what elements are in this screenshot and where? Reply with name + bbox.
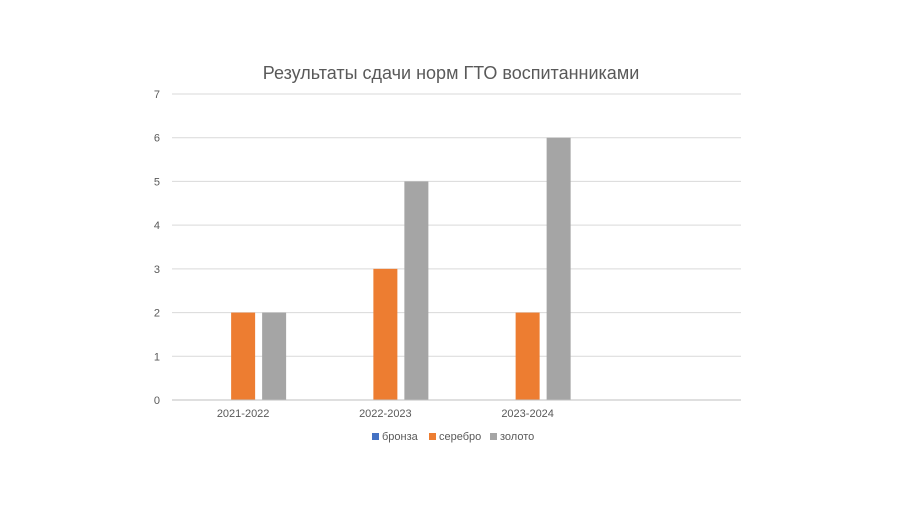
- y-axis-ticks: 0 1 2 3 4 5 6 7: [154, 89, 160, 407]
- legend-item-серебро: серебро: [429, 431, 481, 443]
- chart-title: Результаты сдачи норм ГТО воспитанниками: [263, 63, 640, 83]
- legend-label: бронза: [382, 431, 419, 443]
- legend: бронза серебро золото: [372, 431, 534, 443]
- x-axis-ticks: 2021-2022 2022-2023 2023-2024: [217, 408, 554, 420]
- y-tick-label: 4: [154, 220, 160, 232]
- y-tick-label: 0: [154, 395, 160, 407]
- x-tick-label: 2023-2024: [501, 408, 554, 420]
- y-tick-label: 6: [154, 133, 160, 145]
- bar-серебро-2022-2023: [373, 268, 398, 400]
- legend-swatch: [490, 433, 497, 440]
- bar-золото-2023-2024: [546, 137, 571, 400]
- bar-золото-2022-2023: [404, 181, 429, 400]
- bar-золото-2021-2022: [262, 312, 287, 400]
- legend-swatch: [429, 433, 436, 440]
- legend-swatch: [372, 433, 379, 440]
- legend-label: серебро: [439, 431, 481, 443]
- y-tick-label: 7: [154, 89, 160, 101]
- bars: [231, 137, 571, 400]
- legend-item-золото: золото: [490, 431, 534, 443]
- y-tick-label: 3: [154, 264, 160, 276]
- legend-label: золото: [500, 431, 534, 443]
- bar-серебро-2021-2022: [231, 312, 256, 400]
- y-tick-label: 5: [154, 176, 160, 188]
- y-tick-label: 1: [154, 351, 160, 363]
- legend-item-бронза: бронза: [372, 431, 419, 443]
- x-tick-label: 2022-2023: [359, 408, 412, 420]
- bar-серебро-2023-2024: [515, 312, 540, 400]
- y-tick-label: 2: [154, 308, 160, 320]
- x-tick-label: 2021-2022: [217, 408, 270, 420]
- gridlines: [172, 93, 741, 357]
